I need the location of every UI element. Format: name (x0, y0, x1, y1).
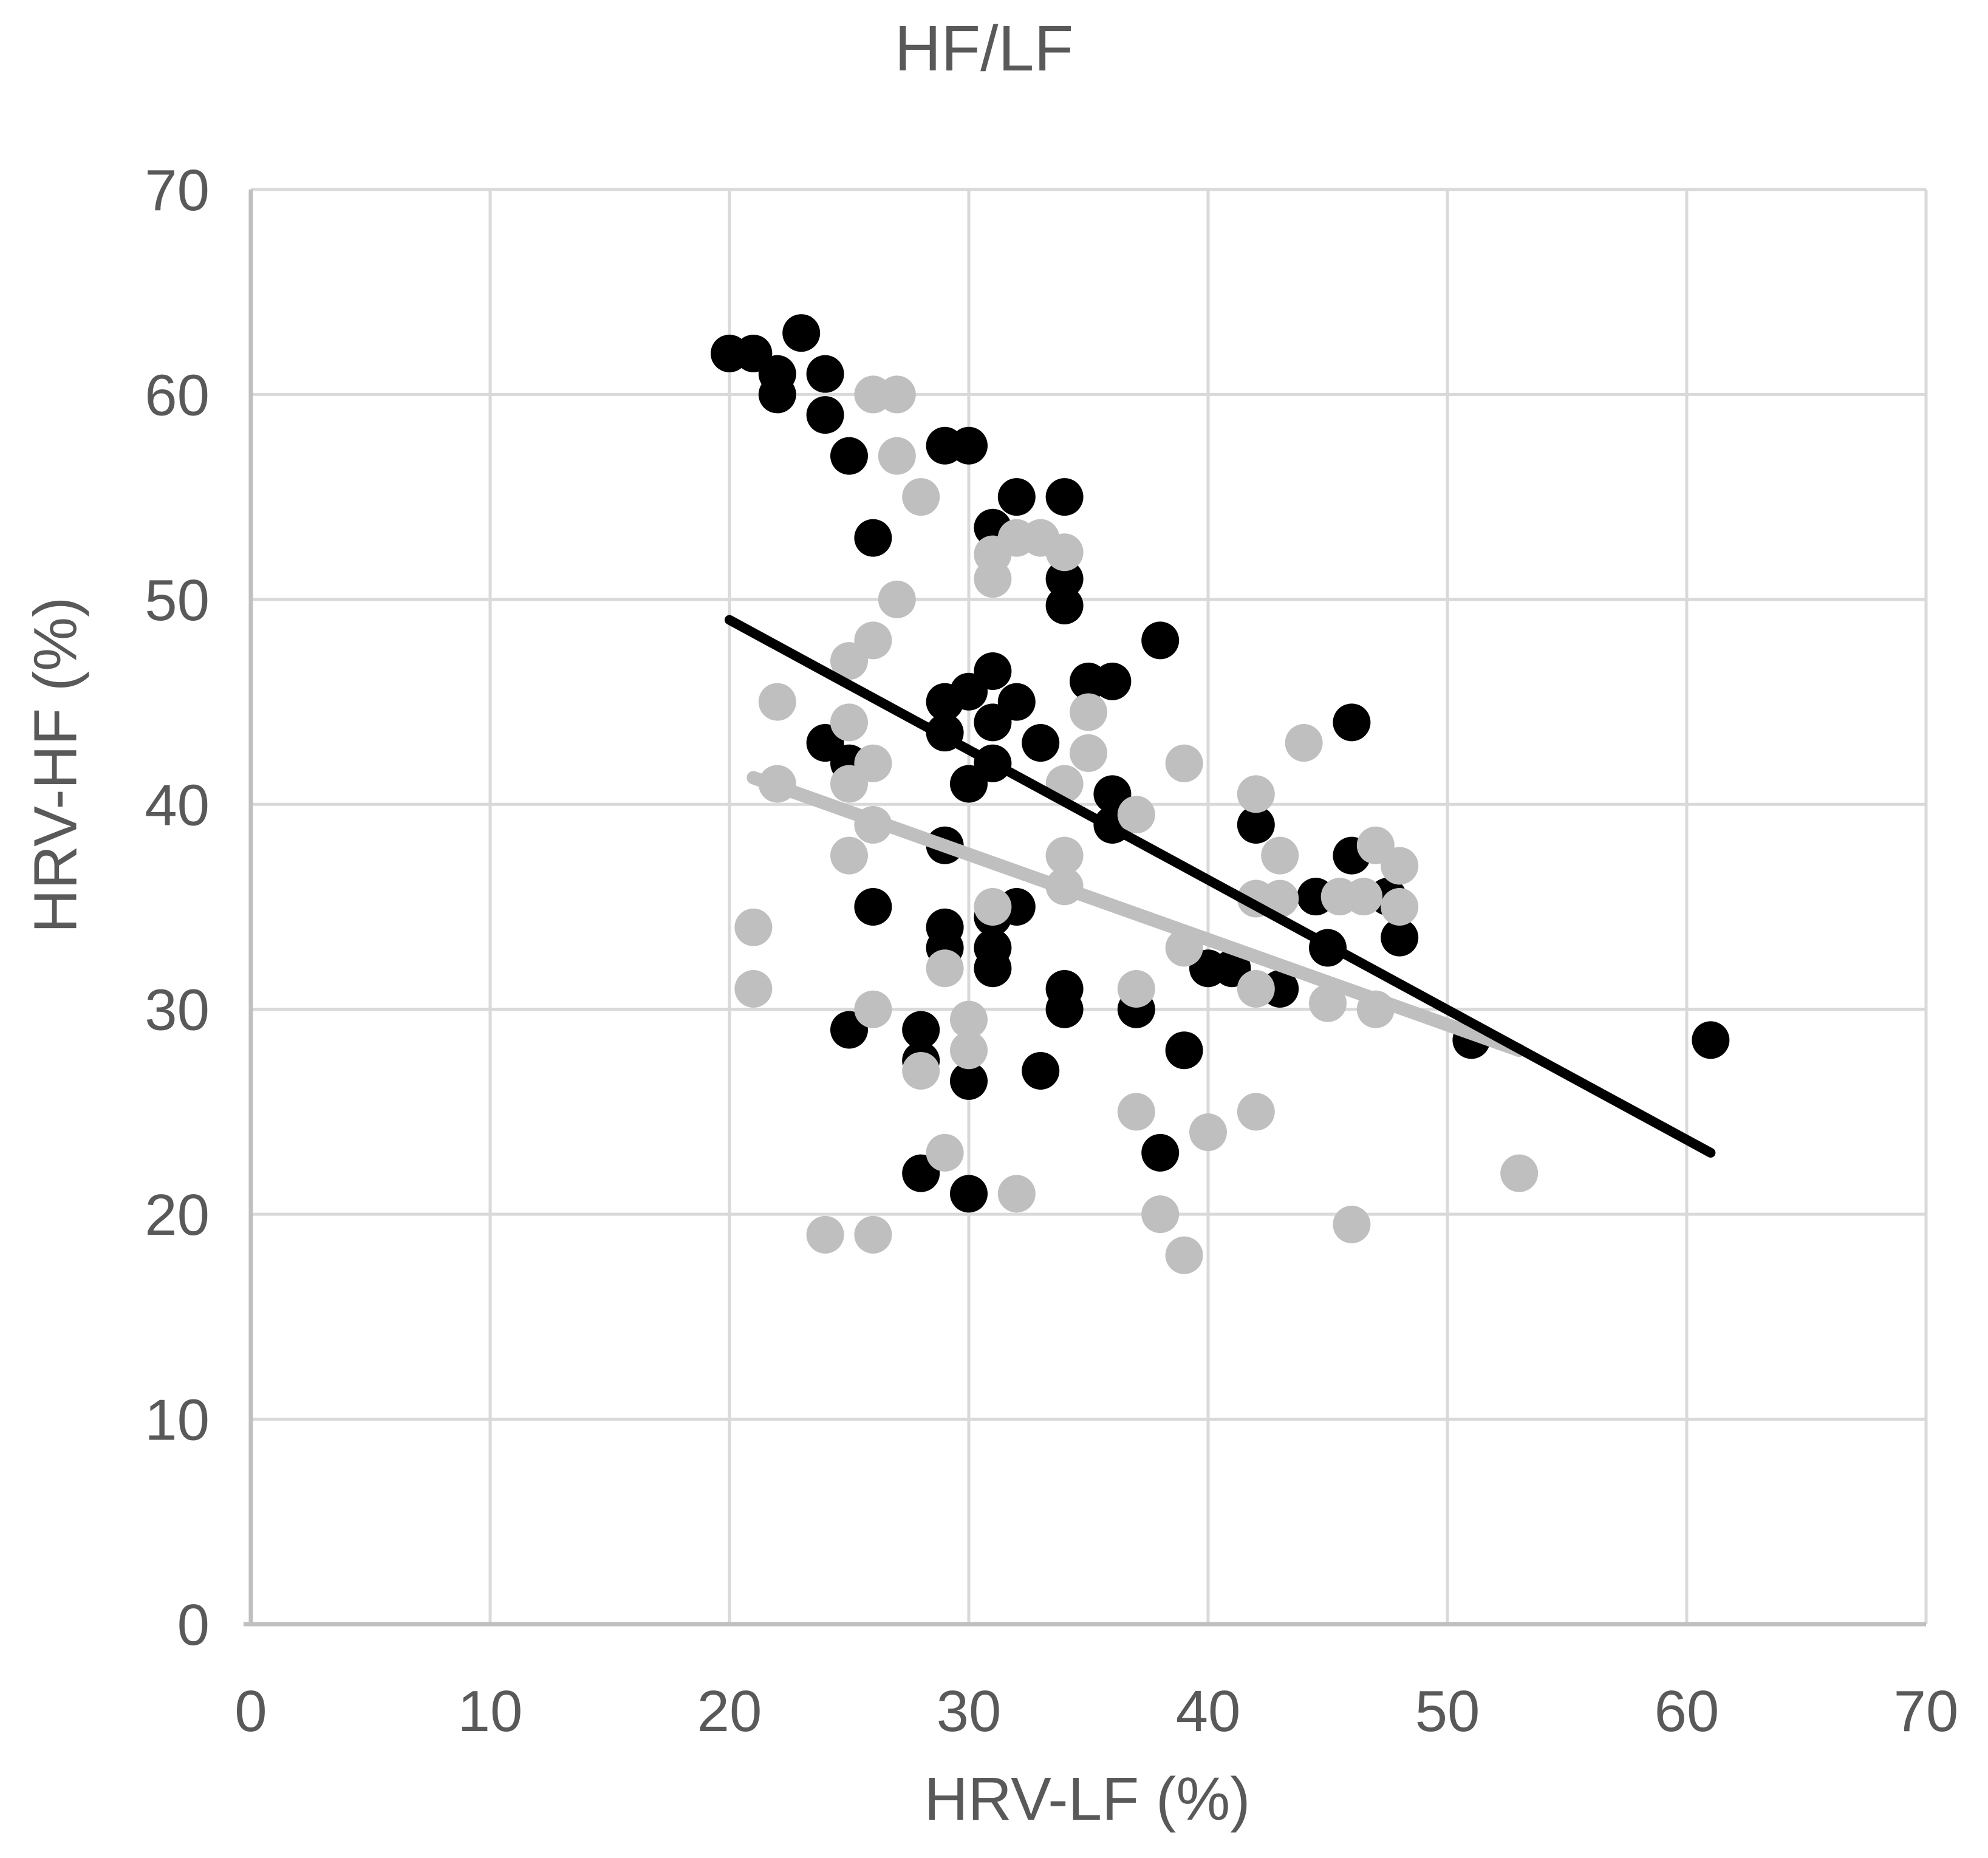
scatter-point-gray-group (1070, 693, 1107, 731)
scatter-point-black-group (854, 519, 892, 557)
y-tick-label: 20 (145, 1183, 210, 1248)
scatter-point-gray-group (1117, 1093, 1155, 1131)
scatter-point-black-group (806, 355, 844, 393)
x-axis-title: HRV-LF (%) (924, 1765, 1251, 1833)
scatter-point-gray-group (1345, 878, 1383, 916)
scatter-point-gray-group (1261, 879, 1299, 918)
scatter-point-black-group (926, 683, 964, 721)
chart-title: HF/LF (894, 13, 1074, 84)
x-tick-label: 0 (234, 1679, 267, 1744)
scatter-point-gray-group (1070, 734, 1107, 772)
scatter-point-black-group (1333, 703, 1371, 742)
trendline-black-group (725, 615, 1716, 1158)
scatter-point-gray-group (878, 580, 916, 618)
scatter-point-black-group (950, 765, 988, 803)
scatter-point-gray-group (950, 1000, 988, 1039)
scatter-point-black-group (950, 1175, 988, 1213)
scatter-point-gray-group (1045, 533, 1084, 572)
scatter-point-gray-group (758, 683, 796, 721)
scatter-point-black-group (1692, 1021, 1730, 1059)
scatter-point-gray-group (1045, 836, 1084, 875)
y-tick-label: 40 (145, 773, 210, 838)
y-axis-title: HRV-HF (%) (21, 596, 90, 934)
scatter-point-black-group (974, 703, 1012, 742)
scatter-point-gray-group (926, 1133, 964, 1172)
scatter-point-black-group (854, 888, 892, 926)
scatter-point-gray-group (806, 1215, 844, 1254)
x-tick-label: 60 (1655, 1679, 1720, 1744)
scatter-point-black-group (782, 314, 821, 352)
y-tick-label: 0 (177, 1593, 210, 1658)
scatter-point-gray-group (974, 560, 1012, 598)
x-tick-label: 10 (458, 1679, 523, 1744)
x-tick-label: 30 (937, 1679, 1002, 1744)
scatter-point-gray-group (1261, 836, 1299, 875)
scatter-point-gray-group (1117, 969, 1155, 1008)
scatter-point-gray-group (1333, 1206, 1371, 1244)
scatter-point-gray-group (854, 990, 892, 1028)
scatter-point-gray-group (734, 908, 773, 946)
scatter-point-gray-group (974, 888, 1012, 926)
scatter-point-gray-group (1237, 775, 1275, 813)
scatter-point-gray-group (1237, 969, 1275, 1008)
scatter-point-gray-group (734, 969, 773, 1008)
scatter-point-gray-group (1309, 984, 1347, 1022)
scatter-point-black-group (1045, 560, 1084, 598)
x-tick-label: 70 (1894, 1679, 1959, 1744)
scatter-point-black-group (974, 949, 1012, 988)
scatter-point-gray-group (1237, 1093, 1275, 1131)
scatter-point-black-group (1022, 724, 1060, 762)
scatter-point-gray-group (1165, 1236, 1203, 1274)
y-tick-label: 10 (145, 1388, 210, 1453)
scatter-point-black-group (1045, 586, 1084, 624)
scatter-point-black-group (1165, 1031, 1203, 1070)
scatter-point-gray-group (997, 1175, 1036, 1213)
y-tick-label: 70 (145, 158, 210, 223)
scatter-point-black-group (902, 1011, 940, 1049)
scatter-point-gray-group (830, 642, 868, 680)
x-tick-label: 50 (1415, 1679, 1480, 1744)
scatter-point-gray-group (1165, 744, 1203, 782)
scatter-point-gray-group (926, 949, 964, 988)
scatter-point-black-group (950, 426, 988, 465)
scatter-point-black-group (997, 478, 1036, 516)
y-tick-label: 50 (145, 568, 210, 633)
scatter-point-black-group (1045, 990, 1084, 1028)
scatter-point-gray-group (830, 765, 868, 803)
scatter-point-black-group (1022, 1051, 1060, 1090)
scatter-point-gray-group (830, 836, 868, 875)
scatter-point-black-group (1141, 1133, 1180, 1172)
scatter-point-gray-group (1141, 1195, 1180, 1234)
scatter-point-gray-group (1500, 1154, 1539, 1192)
scatter-point-gray-group (1381, 888, 1419, 926)
scatter-point-gray-group (830, 703, 868, 742)
trendline-gray-group (746, 771, 1526, 1057)
scatter-point-gray-group (854, 1215, 892, 1254)
y-tick-label: 60 (145, 363, 210, 428)
scatter-point-black-group (758, 375, 796, 414)
scatter-point-black-group (830, 437, 868, 475)
scatter-point-gray-group (1117, 796, 1155, 834)
scatter-point-gray-group (902, 1051, 940, 1090)
scatter-point-gray-group (878, 375, 916, 414)
scatter-point-black-group (1045, 478, 1084, 516)
scatter-point-black-group (806, 396, 844, 434)
y-tick-label: 30 (145, 978, 210, 1043)
scatter-point-gray-group (902, 478, 940, 516)
scatter-point-gray-group (878, 437, 916, 475)
x-tick-label: 40 (1176, 1679, 1241, 1744)
scatter-point-black-group (1381, 918, 1419, 957)
scatter-point-gray-group (1189, 1113, 1227, 1152)
scatter-point-gray-group (1381, 847, 1419, 885)
scatter-point-black-group (950, 1062, 988, 1100)
scatter-point-black-group (1093, 662, 1132, 700)
scatter-point-gray-group (1285, 724, 1323, 762)
scatter-point-black-group (1141, 621, 1180, 660)
x-tick-label: 20 (697, 1679, 762, 1744)
scatter-point-gray-group (950, 1031, 988, 1070)
scatter-point-black-group (1237, 806, 1275, 844)
